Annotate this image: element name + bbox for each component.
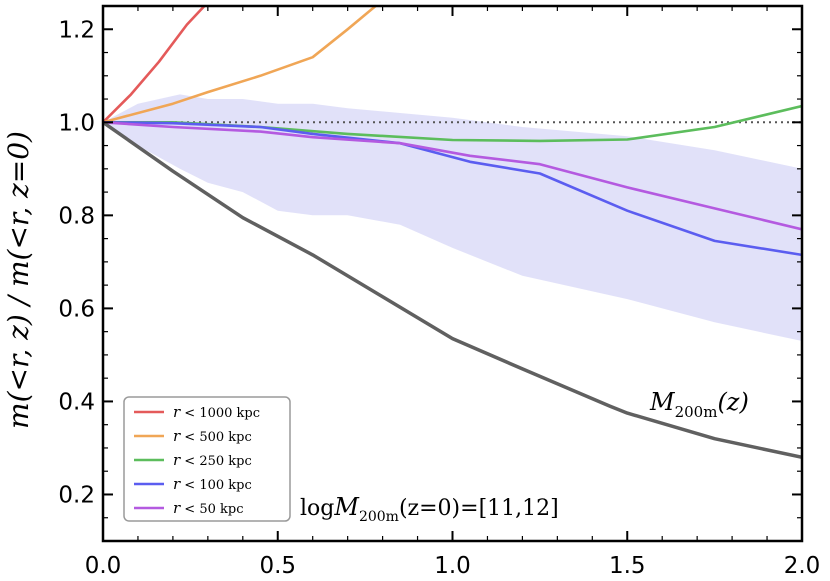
mass-range-label-tail: (z=0)=[11,12] [399,496,559,521]
mass-range-label-prefix: log [300,496,334,521]
legend-label-var: r [173,499,181,517]
x-tick-label: 1.5 [609,553,646,579]
plot-area [103,6,802,460]
y-tick-label: 1.2 [58,17,95,43]
legend-label-rest: < 100 kpc [180,478,252,493]
x-tick-label: 0.5 [259,553,296,579]
legend-label: r < 100 kpc [173,475,252,493]
mass-range-label-sub: 200m [359,509,399,525]
y-axis-label: m(<r, z) / m(<r, z=0) [2,131,35,429]
mass-range-label-main: M [333,493,360,521]
legend-label-var: r [173,451,181,469]
series-line-3 [103,121,802,257]
legend-label-var: r [173,403,181,421]
y-tick-label: 0.2 [58,482,95,508]
tick-layer: 0.0 0.5 1.0 1.5 2.0 0.2 0.4 0.6 0.8 1.0 1.2 [58,6,820,579]
legend-label-var: r [173,475,181,493]
series-line-0 [103,6,206,124]
legend-label: r < 250 kpc [173,451,252,469]
y-tick-label: 0.6 [58,296,95,322]
series-layer [103,6,802,460]
legend-label-rest: < 500 kpc [180,430,252,445]
mass-curve-label-sub: 200m [675,403,718,421]
legend-label-var: r [173,427,181,445]
mass-curve-label: M200m(z) [649,388,749,421]
legend-box [123,396,291,522]
x-tick-label: 2.0 [784,553,821,579]
legend-label: r < 50 kpc [173,499,243,517]
legend-label-rest: < 250 kpc [180,454,252,469]
legend-label-rest: < 1000 kpc [180,406,260,421]
mass-curve-label-tail: (z) [717,388,748,416]
series-line-1 [103,6,377,124]
x-tick-label: 1.0 [434,553,471,579]
y-tick-label: 0.8 [58,203,95,229]
legend-label-rest: < 50 kpc [180,502,243,517]
mass-curve-label-main: M [649,388,676,416]
y-tick-label: 1.0 [58,110,95,136]
series-line-4 [103,121,802,231]
legend-label: r < 1000 kpc [173,403,260,421]
series-line-5 [103,120,802,460]
mass-range-label: logM200m(z=0)=[11,12] [300,493,559,525]
y-tick-label: 0.4 [58,389,95,415]
x-tick-label: 0.0 [85,553,122,579]
scatter-band [103,94,802,342]
legend-label: r < 500 kpc [173,427,252,445]
